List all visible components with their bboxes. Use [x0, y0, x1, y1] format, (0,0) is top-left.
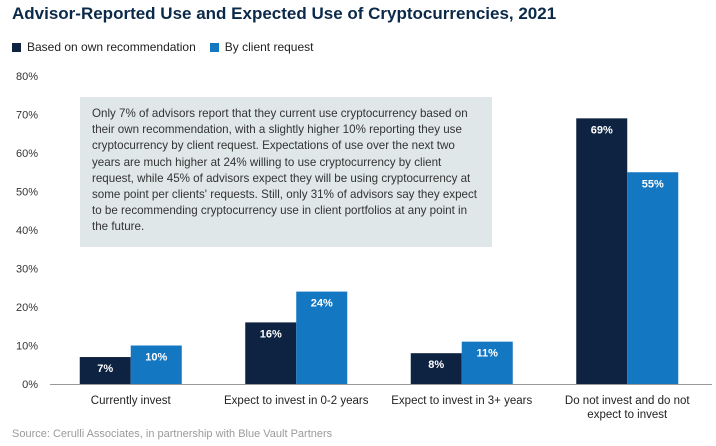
source-note: Source: Cerulli Associates, in partnersh…: [12, 428, 333, 440]
legend-swatch-client: [209, 42, 219, 52]
legend-item-own: Based on own recommendation: [12, 40, 196, 54]
x-tick-label: Expect to invest in 3+ years: [391, 395, 532, 407]
y-tick-label: 0%: [22, 379, 38, 391]
data-label: 7%: [97, 363, 113, 375]
data-label: 11%: [477, 348, 499, 360]
legend-swatch-own: [12, 42, 21, 52]
annotation-box: Only 7% of advisors report that they cur…: [80, 97, 492, 247]
y-tick-label: 10%: [16, 341, 38, 353]
y-tick-label: 30%: [16, 264, 38, 276]
bar-own-recommendation: [245, 322, 297, 384]
bar-own-recommendation: [576, 118, 628, 384]
y-tick-label: 80%: [16, 71, 38, 83]
y-tick-label: 50%: [16, 187, 38, 199]
x-tick-label: expect to invest: [587, 409, 668, 421]
y-tick-label: 60%: [16, 148, 38, 160]
data-label: 8%: [428, 359, 444, 371]
y-tick-label: 40%: [16, 225, 38, 237]
y-tick-label: 20%: [16, 302, 38, 314]
x-tick-label: Do not invest and do not: [565, 395, 690, 407]
bar-own-recommendation: [79, 357, 131, 384]
legend-item-client: By client request: [209, 40, 314, 54]
x-tick-label: Currently invest: [91, 395, 172, 407]
data-label: 24%: [311, 298, 333, 310]
bar-client-request: [296, 291, 348, 384]
legend: Based on own recommendation By client re…: [12, 40, 328, 54]
x-tick-label: Expect to invest in 0-2 years: [224, 395, 369, 407]
data-label: 69%: [591, 124, 613, 136]
bar-client-request: [130, 345, 182, 384]
bar-own-recommendation: [410, 353, 462, 384]
y-tick-label: 70%: [16, 110, 38, 122]
data-label: 55%: [642, 178, 664, 190]
legend-label-client: By client request: [224, 40, 314, 54]
data-label: 10%: [145, 352, 167, 364]
legend-label-own: Based on own recommendation: [27, 40, 196, 54]
bar-client-request: [461, 341, 513, 384]
data-label: 16%: [260, 328, 282, 340]
chart-title: Advisor-Reported Use and Expected Use of…: [12, 4, 557, 23]
bar-client-request: [627, 172, 679, 384]
